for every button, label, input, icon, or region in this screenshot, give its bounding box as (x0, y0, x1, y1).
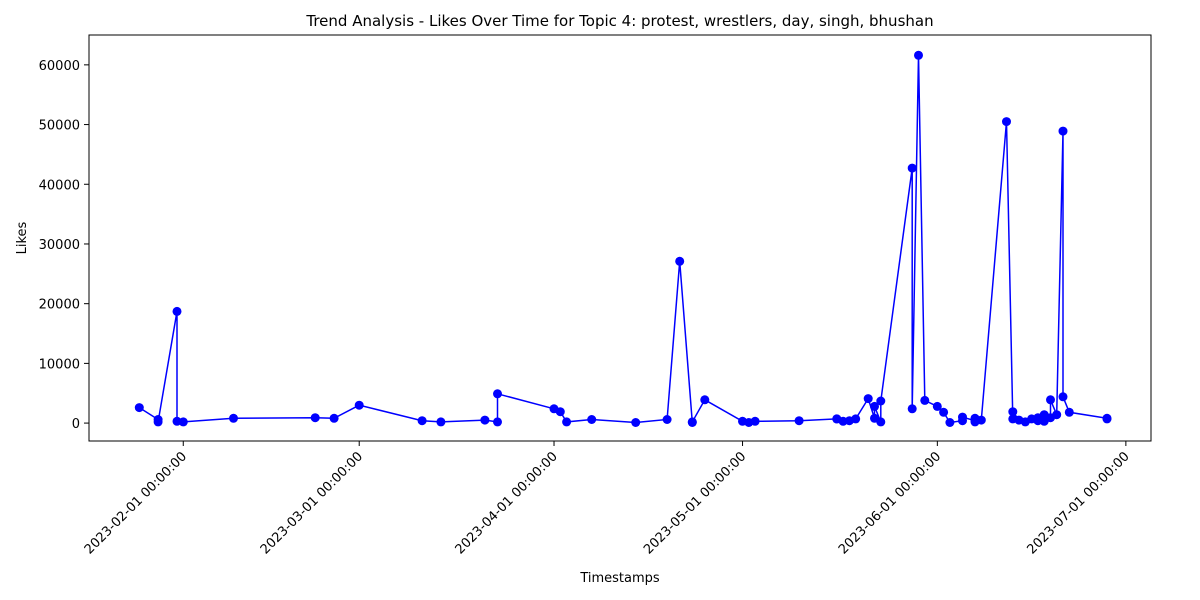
x-tick-label: 2023-03-01 00:00:00 (258, 449, 366, 557)
data-point (920, 395, 930, 405)
data-point (480, 415, 490, 425)
x-tick-label: 2023-07-01 00:00:00 (1024, 449, 1132, 557)
data-point (1058, 392, 1068, 402)
x-axis-label: Timestamps (579, 571, 660, 586)
data-point (354, 400, 364, 410)
y-tick-label: 50000 (39, 119, 80, 134)
data-point (932, 401, 942, 411)
data-point (750, 416, 760, 426)
data-point (958, 412, 967, 422)
data-point (1046, 395, 1055, 405)
data-point (329, 413, 339, 423)
data-point (562, 417, 572, 427)
data-point (1064, 407, 1074, 417)
chart-title: Trend Analysis - Likes Over Time for Top… (305, 12, 933, 30)
data-points (134, 50, 1112, 427)
x-axis: 2023-02-01 00:00:00 2023-03-01 00:00:00 20… (82, 441, 1133, 557)
data-point (939, 407, 949, 417)
data-point (1052, 410, 1062, 420)
data-point (172, 306, 182, 316)
data-point (870, 401, 879, 411)
data-point (700, 395, 710, 405)
data-point (178, 417, 188, 427)
data-point (914, 50, 923, 60)
x-tick-label: 2023-06-01 00:00:00 (836, 449, 944, 557)
data-point (310, 413, 320, 423)
y-axis: 0 10000 20000 30000 40000 50000 60000 (39, 59, 89, 432)
data-point (134, 403, 144, 413)
data-point (945, 418, 955, 427)
series-line (138, 55, 1108, 424)
data-point (153, 417, 163, 427)
data-point (1102, 414, 1112, 424)
data-point (794, 416, 804, 426)
data-point (493, 389, 502, 399)
y-tick-label: 0 (72, 417, 80, 432)
data-point (687, 417, 697, 427)
data-point (851, 414, 861, 424)
data-point (907, 163, 917, 173)
data-point (675, 256, 685, 266)
data-point (1002, 117, 1011, 127)
data-point (976, 415, 986, 425)
data-point (863, 394, 873, 404)
x-tick-label: 2023-02-01 00:00:00 (82, 449, 190, 557)
data-point (436, 417, 446, 427)
data-point (417, 416, 427, 426)
y-tick-label: 20000 (39, 298, 80, 313)
data-point (662, 415, 672, 424)
data-point (587, 415, 597, 424)
data-point (493, 417, 502, 427)
data-point (1058, 126, 1068, 136)
y-tick-label: 30000 (39, 238, 80, 253)
y-axis-label: Likes (15, 221, 30, 254)
plot-area (88, 34, 1152, 442)
data-point (876, 417, 886, 427)
data-point (1008, 407, 1018, 417)
y-tick-label: 60000 (39, 59, 80, 74)
x-tick-label: 2023-05-01 00:00:00 (641, 449, 749, 557)
data-point (229, 413, 238, 423)
data-point (876, 396, 886, 406)
x-tick-label: 2023-04-01 00:00:00 (453, 449, 561, 557)
y-tick-label: 10000 (39, 357, 80, 372)
data-point (555, 407, 565, 417)
data-point (907, 404, 917, 414)
data-point (631, 418, 641, 427)
y-tick-label: 40000 (39, 178, 80, 193)
